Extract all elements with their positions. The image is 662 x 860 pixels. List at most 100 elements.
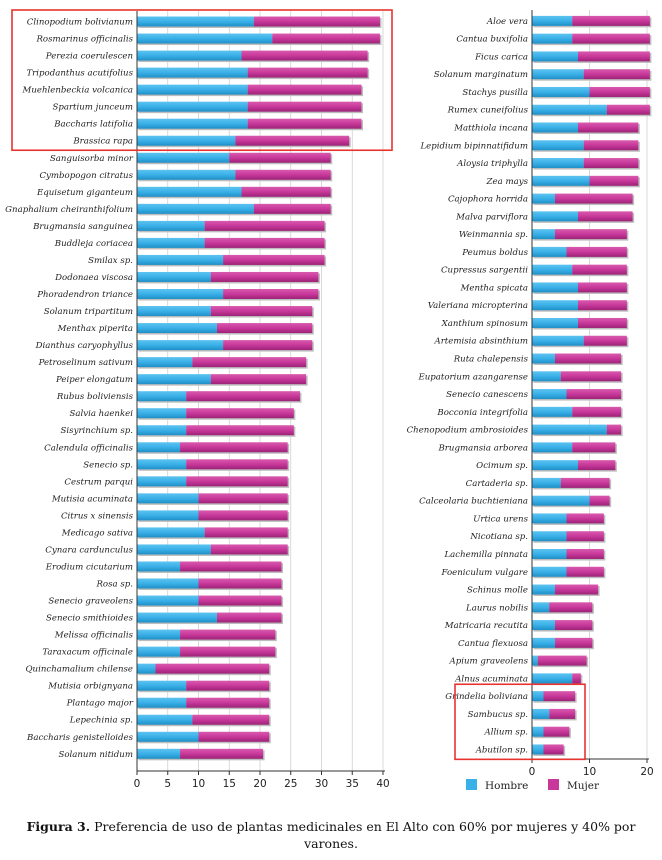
category-label-matthiola-incana: Matthiola incana bbox=[453, 124, 528, 134]
bar-hombre-schinus-molle bbox=[532, 584, 555, 595]
bar-hombre-erodium-cicutarium bbox=[137, 561, 181, 572]
bar-row-dodonaea-viscosa bbox=[137, 271, 320, 284]
bar-hombre-solanum-tripartitum bbox=[137, 306, 211, 317]
x-tick-label-10: 10 bbox=[192, 778, 205, 790]
bar-hombre-muehlenbeckia-volcanica bbox=[137, 84, 248, 95]
bar-row-smilax-sp bbox=[137, 254, 327, 267]
category-label-cynara-cardunculus: Cynara cardunculus bbox=[45, 545, 133, 555]
bar-mujer-mutisia-orbignyana bbox=[186, 680, 270, 691]
bar-row-clinopodium-bolivianum bbox=[137, 16, 382, 29]
bar-hombre-mutisia-orbignyana bbox=[137, 680, 187, 691]
category-label-senecio-sp: Senecio sp. bbox=[83, 460, 133, 470]
bar-mujer-erodium-cicutarium bbox=[180, 561, 282, 572]
bar-hombre-perezia-coerulescen bbox=[137, 50, 242, 61]
bar-mujer-gnaphalium-cheiranthifolium bbox=[253, 203, 331, 214]
category-label-malva-parviflora: Malva parviflora bbox=[455, 212, 528, 222]
bar-hombre-rubus-boliviensis bbox=[137, 391, 187, 402]
bar-mujer-abutilon-sp bbox=[543, 744, 564, 755]
bar-mujer-lachemilla-pinnata bbox=[566, 548, 604, 559]
bar-mujer-clinopodium-bolivianum bbox=[253, 16, 380, 27]
bar-row-alnus-acuminata bbox=[532, 673, 583, 685]
bar-row-tripodanthus-acutifolius bbox=[137, 67, 370, 80]
bar-hombre-rosmarinus-officinalis bbox=[137, 33, 273, 44]
bar-row-bocconia-integrifolia bbox=[532, 406, 623, 419]
x-tick-label-15: 15 bbox=[223, 778, 236, 790]
bar-mujer-dodonaea-viscosa bbox=[210, 271, 319, 282]
category-label-mutisia-acuminata: Mutisia acuminata bbox=[51, 494, 133, 504]
bar-row-dianthus-caryophyllus bbox=[137, 340, 314, 352]
bar-hombre-xanthium-spinosum bbox=[532, 317, 578, 328]
bar-hombre-spartium-junceum bbox=[137, 101, 248, 112]
bar-mujer-ruta-chalepensis bbox=[555, 353, 622, 364]
category-label-ruta-chalepensis: Ruta chalepensis bbox=[453, 355, 529, 365]
category-label-cantua-flexuosa: Cantua flexuosa bbox=[458, 639, 528, 649]
bar-row-melissa-officinalis bbox=[137, 629, 277, 642]
bar-mujer-plantago-major bbox=[186, 697, 270, 708]
x-tick-label-25: 25 bbox=[284, 778, 297, 790]
bar-hombre-cynara-cardunculus bbox=[137, 544, 211, 555]
bar-row-brugmansia-arborea bbox=[532, 442, 617, 454]
x-tick-label-35: 35 bbox=[346, 778, 359, 790]
bar-hombre-sanguisorba-minor bbox=[137, 152, 230, 163]
bar-row-baccharis-genistelloides bbox=[137, 731, 271, 744]
bar-mujer-cartaderia-sp bbox=[560, 477, 610, 488]
bar-row-brassica-rapa bbox=[137, 135, 351, 148]
bar-row-gnaphalium-cheiranthifolium bbox=[137, 203, 333, 216]
bar-mujer-perezia-coerulescen bbox=[241, 50, 368, 61]
bar-row-grindelia-boliviana bbox=[532, 691, 577, 703]
bar-hombre-baccharis-genistelloides bbox=[137, 731, 199, 742]
bar-hombre-taraxacum-officinale bbox=[137, 646, 181, 657]
bar-row-eupatorium-azangarense bbox=[532, 371, 623, 383]
bar-hombre-matthiola-incana bbox=[532, 122, 578, 133]
bar-mujer-weinmannia-sp bbox=[555, 229, 627, 240]
bar-hombre-phoradendron-triance bbox=[137, 288, 224, 299]
category-label-valeriana-micropterina: Valeriana micropterina bbox=[428, 301, 528, 311]
category-label-laurus-nobilis: Laurus nobilis bbox=[465, 603, 529, 613]
bar-row-cartaderia-sp bbox=[532, 477, 612, 490]
bar-row-citrus-x-sinensis bbox=[137, 510, 290, 522]
bar-mujer-zea-mays bbox=[589, 175, 639, 186]
bar-row-cantua-buxifolia bbox=[532, 33, 652, 46]
bar-hombre-dianthus-caryophyllus bbox=[137, 340, 224, 351]
bar-hombre-chenopodium-ambrosioides bbox=[532, 424, 607, 435]
bar-hombre-senecio-sp bbox=[137, 459, 187, 470]
bar-mujer-citrus-x-sinensis bbox=[198, 510, 288, 521]
category-label-rosa-sp: Rosa sp. bbox=[95, 580, 133, 590]
category-label-rumex-cuneifolius: Rumex cuneifolius bbox=[447, 106, 529, 116]
bar-hombre-brassica-rapa bbox=[137, 135, 236, 146]
category-label-erodium-cicutarium: Erodium cicutarium bbox=[45, 562, 133, 572]
category-label-calendula-officinalis: Calendula officinalis bbox=[44, 443, 133, 453]
bar-mujer-aloysia-triphylla bbox=[583, 158, 639, 169]
bar-mujer-nicotiana-sp bbox=[566, 531, 604, 542]
bar-mujer-calceolaria-buchtieniana bbox=[589, 495, 610, 506]
bar-row-rumex-cuneifolius bbox=[532, 104, 652, 117]
bar-hombre-tripodanthus-acutifolius bbox=[137, 67, 248, 78]
bar-hombre-cestrum-parqui bbox=[137, 476, 187, 487]
bar-row-mutisia-orbignyana bbox=[137, 680, 271, 693]
x-tick-label-0: 0 bbox=[134, 778, 141, 790]
category-label-nicotiana-sp: Nicotiana sp. bbox=[469, 532, 528, 542]
bar-hombre-lachemilla-pinnata bbox=[532, 548, 567, 559]
bar-row-sisyrinchium-sp bbox=[137, 425, 296, 437]
bar-row-zea-mays bbox=[532, 175, 640, 188]
bar-row-chenopodium-ambrosioides bbox=[532, 424, 623, 437]
category-label-baccharis-latifolia: Baccharis latifolia bbox=[53, 120, 133, 130]
category-label-senecio-smithioides: Senecio smithioides bbox=[46, 614, 134, 624]
bar-hombre-calendula-officinalis bbox=[137, 442, 181, 453]
bar-hombre-plantago-major bbox=[137, 697, 187, 708]
bar-row-lepidium-bipinnatifidum bbox=[532, 140, 640, 152]
bar-hombre-cymbopogon-citratus bbox=[137, 169, 236, 180]
bar-mujer-peiper-elongatum bbox=[210, 374, 307, 385]
bar-hombre-medicago-sativa bbox=[137, 527, 205, 538]
bar-hombre-senecio-smithioides bbox=[137, 612, 217, 623]
bar-row-matthiola-incana bbox=[532, 122, 640, 135]
category-label-aloysia-triphylla: Aloysia triphylla bbox=[456, 159, 528, 169]
category-label-lepidium-bipinnatifidum: Lepidium bipinnatifidum bbox=[419, 141, 528, 151]
highlight-box bbox=[11, 9, 393, 152]
category-label-sanguisorba-minor: Sanguisorba minor bbox=[50, 154, 134, 164]
bar-mujer-alnus-acuminata bbox=[572, 673, 581, 684]
category-label-quinchamalium-chilense: Quinchamalium chilense bbox=[26, 665, 133, 675]
bar-mujer-phoradendron-triance bbox=[223, 288, 319, 299]
category-label-petroselinum-sativum: Petroselinum sativum bbox=[38, 358, 133, 368]
bar-mujer-senecio-sp bbox=[186, 459, 288, 470]
